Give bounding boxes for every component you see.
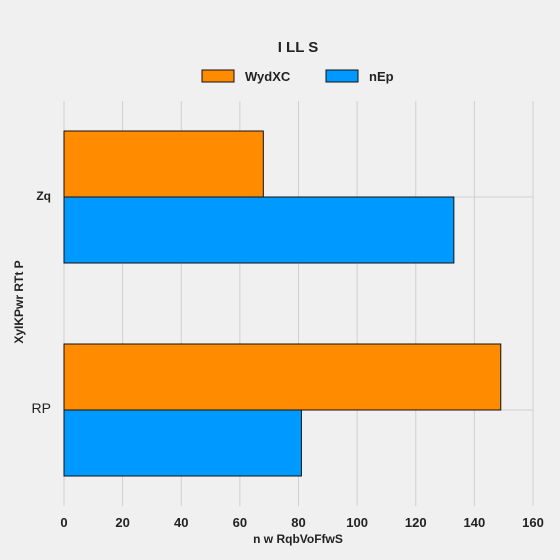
legend: WydXC nEp xyxy=(201,69,394,84)
x-tick-label: 100 xyxy=(346,515,368,530)
legend-label-wydxc: WydXC xyxy=(245,69,291,84)
x-tick-label: 80 xyxy=(291,515,305,530)
x-tick-label: 60 xyxy=(233,515,247,530)
y-tick-label-rp: RP xyxy=(32,400,51,416)
bar-nep-rp xyxy=(63,409,302,477)
y-axis-label: XyIKPwr RTt P xyxy=(12,260,26,343)
x-tick-labels: 0 20 40 60 80 100 120 140 160 xyxy=(60,515,543,530)
x-tick-label: 120 xyxy=(405,515,427,530)
x-tick-label: 160 xyxy=(522,515,544,530)
x-tick-label: 140 xyxy=(464,515,486,530)
x-axis-label: n w RqbVoFfwS xyxy=(253,532,343,546)
legend-label-nep: nEp xyxy=(369,69,394,84)
x-tick-label: 20 xyxy=(115,515,129,530)
bar-wydxc-rp xyxy=(63,343,502,411)
y-tick-label-zq: Zq xyxy=(36,189,51,203)
legend-swatch-wydxc xyxy=(201,69,235,83)
bar-layer xyxy=(63,130,502,477)
bar-wydxc-zq xyxy=(63,130,264,198)
bar-nep-zq xyxy=(63,196,455,264)
chart-title: I LL S xyxy=(278,39,319,56)
x-tick-label: 40 xyxy=(174,515,188,530)
legend-swatch-nep xyxy=(325,69,359,83)
x-tick-label: 0 xyxy=(60,515,67,530)
